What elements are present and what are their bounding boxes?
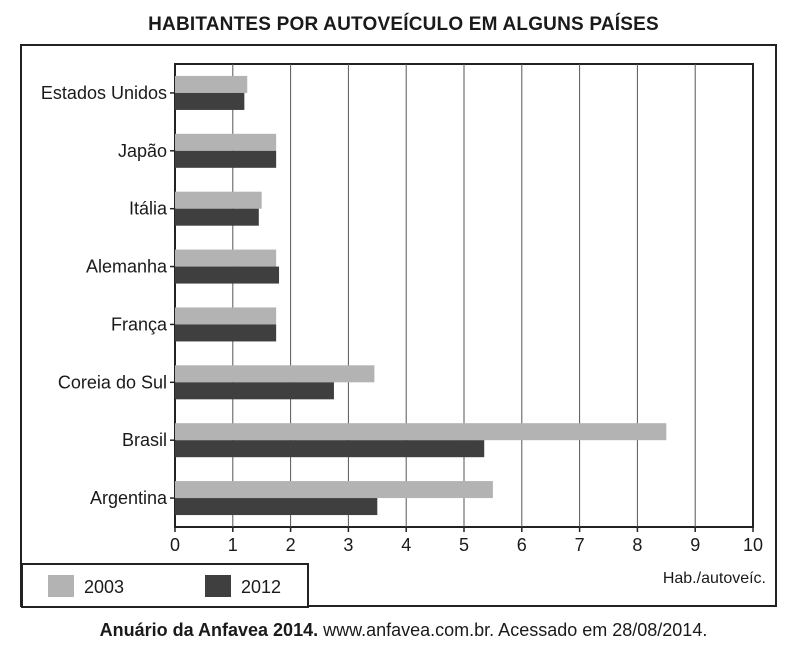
category-label: Coreia do Sul [58,372,167,392]
bar-2003-estados-unidos [175,75,248,93]
x-tick-label: 0 [170,535,180,555]
bar-2003-japão [175,133,277,151]
bar-2012-brasil [175,440,485,458]
bar-2003-coreia-do-sul [175,365,375,383]
source-details: www.anfavea.com.br. Acessado em 28/08/20… [318,620,708,640]
chart-title: HABITANTES POR AUTOVEÍCULO EM ALGUNS PAÍ… [148,14,659,35]
bar-2003-brasil [175,423,667,441]
bar-2012-itália [175,208,259,226]
legend-label-2012: 2012 [241,577,281,597]
bar-2012-estados-unidos [175,92,245,110]
chart-frame [20,44,777,607]
category-label: Brasil [122,430,167,450]
category-label: França [111,314,168,334]
bar-2012-alemanha [175,266,280,284]
source-title: Anuário da Anfavea 2014. [99,620,319,640]
bar-2003-frança [175,307,277,325]
category-label: Estados Unidos [41,83,167,103]
category-label: Argentina [90,488,168,508]
x-axis-label: Hab./autoveíc. [663,570,766,587]
bar-2012-coreia-do-sul [175,382,334,400]
x-tick-label: 6 [517,535,527,555]
bar-2003-itália [175,191,262,209]
legend-swatch-2012 [205,575,231,597]
x-tick-label: 1 [228,535,238,555]
category-label: Alemanha [86,257,168,277]
category-label: Itália [129,199,168,219]
legend-swatch-2003 [48,575,74,597]
bar-2012-frança [175,324,277,342]
x-tick-label: 4 [401,535,411,555]
bar-2012-argentina [175,498,378,516]
x-tick-label: 9 [690,535,700,555]
source-citation: Anuário da Anfavea 2014. www.anfavea.com… [0,620,807,641]
x-tick-label: 3 [343,535,353,555]
legend-label-2003: 2003 [84,577,124,597]
bar-2003-argentina [175,481,493,499]
legend-box [21,563,309,608]
category-label: Japão [118,141,167,161]
bar-2012-japão [175,150,277,168]
x-tick-label: 10 [743,535,763,555]
x-tick-label: 7 [575,535,585,555]
bar-2003-alemanha [175,249,277,267]
x-tick-label: 2 [286,535,296,555]
x-tick-label: 8 [632,535,642,555]
x-tick-label: 5 [459,535,469,555]
